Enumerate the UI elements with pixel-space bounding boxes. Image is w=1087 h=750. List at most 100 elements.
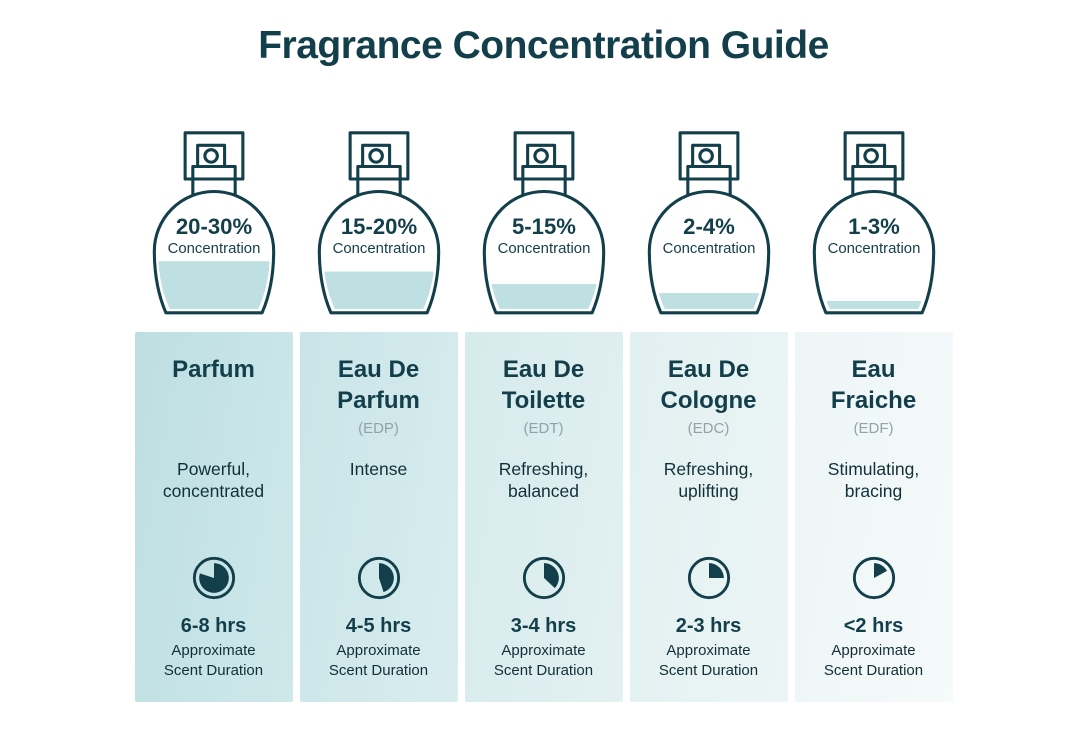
- scent-duration-note: Approximate Scent Duration: [493, 641, 594, 679]
- page-title: Fragrance Concentration Guide: [258, 24, 829, 67]
- bottle-liquid-fill: [652, 293, 765, 309]
- fragrance-card: Eau De Parfum (EDP) Intense 4-5 hrs Appr…: [299, 331, 458, 702]
- concentration-label: Concentration: [332, 241, 425, 257]
- fragrance-column: 2-4% Concentration Eau De Cologne (EDC) …: [629, 128, 788, 702]
- card-description-area: Refreshing, uplifting: [635, 458, 783, 555]
- fragrance-name: Parfum: [172, 355, 255, 383]
- bottle-neck: [355, 164, 402, 195]
- clock-ring: [852, 556, 895, 599]
- card-title-area: Eau Fraiche (EDF): [800, 354, 948, 458]
- bottle-liquid-fill: [817, 300, 930, 309]
- scent-duration-value: 4-5 hrs: [345, 614, 412, 637]
- bottle-body-outline: [812, 189, 935, 315]
- fragrance-abbreviation: (EDC): [687, 419, 730, 437]
- bottle-cap-outline: [513, 131, 574, 181]
- clock-duration-icon: [522, 556, 565, 599]
- perfume-bottle-icon: 2-4% Concentration: [647, 131, 770, 315]
- card-description-area: Intense: [305, 458, 453, 555]
- concentration-label: Concentration: [167, 241, 260, 257]
- concentration-label: Concentration: [827, 241, 920, 257]
- fragrance-abbreviation: (EDT): [523, 419, 564, 437]
- bottle-body-outline: [152, 189, 275, 315]
- scent-duration-value: 3-4 hrs: [510, 614, 577, 637]
- bottle-liquid-fill: [487, 283, 600, 309]
- concentration-value: 20-30%: [175, 214, 252, 239]
- scent-duration-note: Approximate Scent Duration: [823, 641, 924, 679]
- fragrance-abbreviation: (EDF): [853, 419, 894, 437]
- scent-duration-value: 6-8 hrs: [180, 614, 247, 637]
- clock-ring: [192, 556, 235, 599]
- bottle-nozzle-hole: [367, 148, 384, 164]
- scent-duration-value: 2-3 hrs: [675, 614, 742, 637]
- scent-duration-note: Approximate Scent Duration: [328, 641, 429, 679]
- concentration-value: 2-4%: [683, 214, 735, 239]
- perfume-bottle-icon: 20-30% Concentration: [152, 131, 275, 315]
- bottle-nozzle-hole: [862, 148, 879, 164]
- card-title-area: Eau De Parfum (EDP): [305, 354, 453, 458]
- fragrance-column: 5-15% Concentration Eau De Toilette (EDT…: [464, 128, 623, 702]
- bottle-nozzle-hole: [697, 148, 714, 164]
- fragrance-card: Eau De Cologne (EDC) Refreshing, uplifti…: [629, 331, 788, 702]
- concentration-value: 1-3%: [848, 214, 900, 239]
- fragrance-column: 20-30% Concentration Parfum Powerful, co…: [134, 128, 293, 702]
- perfume-bottle-icon: 5-15% Concentration: [482, 131, 605, 315]
- clock-ring: [357, 556, 400, 599]
- concentration-label: Concentration: [497, 241, 590, 257]
- clock-pie: [873, 562, 887, 578]
- card-description-area: Powerful, concentrated: [140, 458, 288, 555]
- card-title-area: Parfum: [140, 354, 288, 458]
- fragrance-abbreviation: (EDP): [358, 419, 399, 437]
- bottle-neck: [190, 164, 237, 195]
- bottle-body-outline: [482, 189, 605, 315]
- clock-pie: [708, 562, 724, 578]
- bottle-cap-outline: [348, 131, 409, 181]
- perfume-bottle-icon: 15-20% Concentration: [317, 131, 440, 315]
- fragrance-description: Refreshing, balanced: [498, 458, 589, 501]
- bottle-cap-outline: [678, 131, 739, 181]
- clock-duration-icon: [852, 556, 895, 599]
- scent-duration-value: <2 hrs: [843, 614, 904, 637]
- bottle-nozzle-hole: [202, 148, 219, 164]
- fragrance-column: 15-20% Concentration Eau De Parfum (EDP)…: [299, 128, 458, 702]
- concentration-value: 15-20%: [340, 214, 417, 239]
- clock-ring: [687, 556, 730, 599]
- fragrance-name: Eau De Toilette: [501, 355, 586, 415]
- bottle-neck: [850, 164, 897, 195]
- clock-pie: [198, 562, 229, 593]
- clock-duration-icon: [687, 556, 730, 599]
- bottle-cap-outline: [843, 131, 904, 181]
- card-description-area: Stimulating, bracing: [800, 458, 948, 555]
- fragrance-description: Refreshing, uplifting: [663, 458, 754, 501]
- concentration-value: 5-15%: [512, 214, 576, 239]
- concentration-label: Concentration: [662, 241, 755, 257]
- card-title-area: Eau De Toilette (EDT): [470, 354, 618, 458]
- bottle-neck: [685, 164, 732, 195]
- bottle-neck: [520, 164, 567, 195]
- fragrance-name: Eau Fraiche: [830, 355, 917, 415]
- bottle-liquid-fill: [322, 271, 435, 309]
- clock-duration-icon: [192, 556, 235, 599]
- fragrance-columns: 20-30% Concentration Parfum Powerful, co…: [0, 128, 1087, 702]
- fragrance-name: Eau De Parfum: [337, 355, 420, 415]
- scent-duration-note: Approximate Scent Duration: [658, 641, 759, 679]
- bottle-nozzle-hole: [532, 148, 549, 164]
- clock-pie: [378, 562, 394, 592]
- bottle-liquid-fill: [157, 261, 270, 309]
- fragrance-description: Stimulating, bracing: [827, 458, 920, 501]
- fragrance-card: Parfum Powerful, concentrated 6-8 hrs Ap…: [134, 331, 293, 702]
- card-description-area: Refreshing, balanced: [470, 458, 618, 555]
- fragrance-card: Eau Fraiche (EDF) Stimulating, bracing <…: [794, 331, 953, 702]
- clock-pie: [543, 562, 559, 588]
- perfume-bottle-icon: 1-3% Concentration: [812, 131, 935, 315]
- fragrance-column: 1-3% Concentration Eau Fraiche (EDF) Sti…: [794, 128, 953, 702]
- fragrance-card: Eau De Toilette (EDT) Refreshing, balanc…: [464, 331, 623, 702]
- card-title-area: Eau De Cologne (EDC): [635, 354, 783, 458]
- bottle-body-outline: [647, 189, 770, 315]
- fragrance-description: Powerful, concentrated: [162, 458, 265, 501]
- bottle-cap-outline: [183, 131, 244, 181]
- clock-duration-icon: [357, 556, 400, 599]
- clock-ring: [522, 556, 565, 599]
- bottle-body-outline: [317, 189, 440, 315]
- fragrance-description: Intense: [349, 458, 408, 479]
